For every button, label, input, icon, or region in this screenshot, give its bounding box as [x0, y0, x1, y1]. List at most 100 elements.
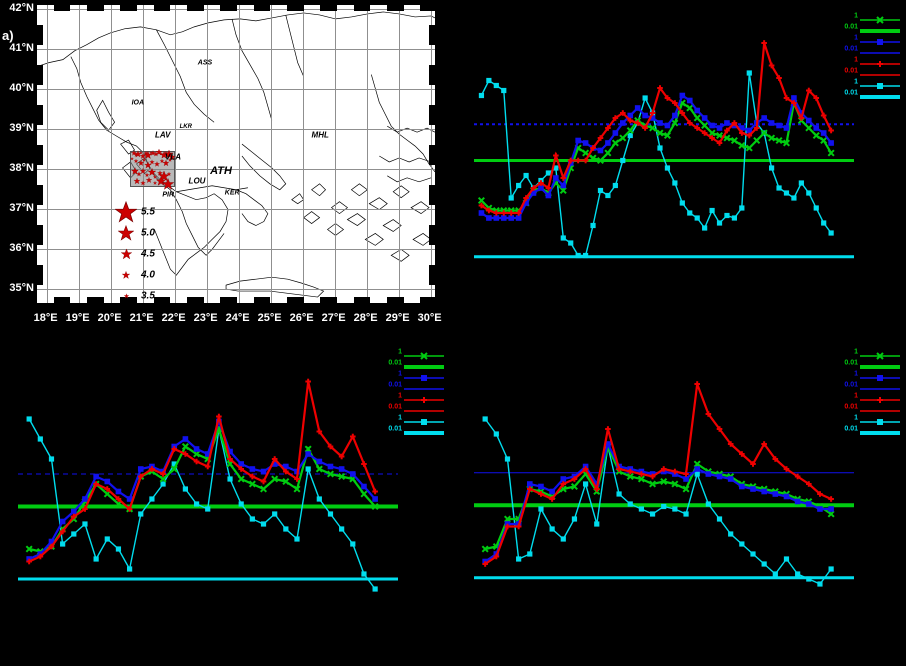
data-point-marker	[605, 140, 611, 146]
data-point-marker	[501, 87, 507, 94]
map-border-tick	[353, 5, 371, 11]
data-point-marker	[753, 125, 760, 131]
data-point-marker	[828, 127, 834, 134]
station-label-ath: ATH	[210, 165, 232, 177]
map-border-tick	[37, 65, 43, 85]
series-red	[482, 381, 834, 567]
data-point-marker	[686, 97, 693, 104]
data-point-marker	[827, 149, 835, 157]
series-line	[28, 425, 376, 553]
data-point-marker	[126, 506, 133, 512]
data-point-marker	[149, 466, 155, 472]
data-point-marker	[575, 252, 581, 259]
data-point-marker	[583, 481, 589, 487]
data-point-marker	[761, 40, 767, 46]
data-point-marker	[750, 461, 756, 467]
data-point-marker	[828, 566, 834, 572]
data-point-marker	[26, 558, 32, 565]
legend-swatch	[404, 358, 444, 369]
data-point-marker	[739, 130, 745, 136]
legend-swatch	[404, 380, 444, 390]
data-point-marker	[182, 486, 188, 492]
data-point-marker	[705, 411, 712, 417]
data-point-marker	[420, 351, 428, 360]
data-point-marker	[481, 545, 489, 553]
data-point-marker	[149, 496, 155, 502]
map-meridian	[110, 5, 112, 303]
legend-swatch	[404, 369, 444, 381]
magnitude-legend-row: 5.0	[115, 222, 171, 243]
map-parallel	[37, 169, 435, 170]
data-point-marker	[48, 456, 55, 462]
station-label-vla: VLA	[165, 152, 181, 162]
data-point-marker	[59, 528, 66, 535]
series-red	[26, 378, 378, 565]
data-point-marker	[182, 436, 189, 442]
map-parallel	[37, 289, 435, 290]
map-meridian	[334, 5, 336, 303]
data-point-marker	[620, 157, 626, 164]
data-point-marker	[193, 450, 201, 458]
data-point-marker	[339, 526, 345, 532]
data-point-marker	[238, 501, 244, 507]
station-label-ass: ASS	[197, 59, 213, 67]
data-point-marker	[877, 60, 883, 67]
legend-swatch	[404, 347, 444, 360]
data-point-marker	[806, 190, 812, 196]
map-lat-label: 39°N	[9, 122, 34, 134]
data-point-marker	[616, 491, 622, 497]
epicenter-star	[162, 160, 170, 167]
map-border-tick	[387, 5, 404, 11]
map-border-tick	[87, 5, 104, 11]
data-point-marker	[271, 475, 279, 483]
data-point-marker	[672, 180, 678, 186]
legend-swatch	[860, 44, 900, 54]
data-point-marker	[682, 485, 690, 493]
data-point-marker	[237, 475, 245, 483]
data-point-marker	[504, 456, 511, 462]
data-point-marker	[508, 215, 514, 221]
data-point-marker	[327, 463, 334, 470]
map-border-tick	[287, 5, 304, 11]
data-point-marker	[338, 472, 346, 481]
legend-label: 1	[854, 78, 858, 85]
epicenter-star	[133, 158, 139, 164]
series-cyan	[478, 70, 834, 259]
data-point-marker	[750, 551, 756, 557]
data-point-marker	[227, 448, 233, 455]
data-point-marker	[567, 157, 574, 164]
data-point-marker	[71, 513, 77, 520]
epicenter-star	[130, 150, 137, 156]
data-point-marker	[877, 82, 883, 89]
data-point-marker	[626, 472, 634, 481]
map-meridian	[238, 5, 240, 303]
timeseries-panel-d: 1 0.01 1 0.01 1 0.01 1 0.01	[456, 336, 906, 666]
data-point-marker	[305, 451, 311, 457]
data-point-marker	[590, 145, 596, 151]
legend-label: 0.01	[388, 403, 402, 410]
epicenter-star	[140, 167, 147, 174]
data-point-marker	[508, 210, 514, 216]
data-point-marker	[828, 506, 834, 512]
data-point-marker	[82, 496, 88, 502]
map-border-tick	[153, 5, 171, 11]
map-border-tick	[187, 5, 204, 11]
data-point-marker	[515, 523, 522, 530]
legend-panel-d: 1 0.01 1 0.01 1 0.01 1 0.01	[826, 346, 900, 435]
map-lon-label: 29°E	[385, 312, 410, 324]
data-point-marker	[327, 443, 334, 450]
data-point-marker	[828, 230, 834, 236]
map-border-tick	[420, 5, 435, 11]
legend-swatch	[860, 33, 900, 45]
data-point-marker	[627, 112, 634, 119]
data-point-marker	[316, 496, 322, 502]
magnitude-legend-row: 4.0	[115, 264, 171, 285]
epicenter-star	[140, 152, 147, 159]
legend-swatch	[404, 413, 444, 425]
legend-row: 0.01	[370, 379, 444, 390]
map-border-tick	[37, 265, 43, 285]
data-point-marker	[705, 501, 711, 507]
data-point-marker	[769, 165, 775, 171]
data-point-marker	[739, 483, 745, 490]
data-point-marker	[71, 531, 77, 537]
